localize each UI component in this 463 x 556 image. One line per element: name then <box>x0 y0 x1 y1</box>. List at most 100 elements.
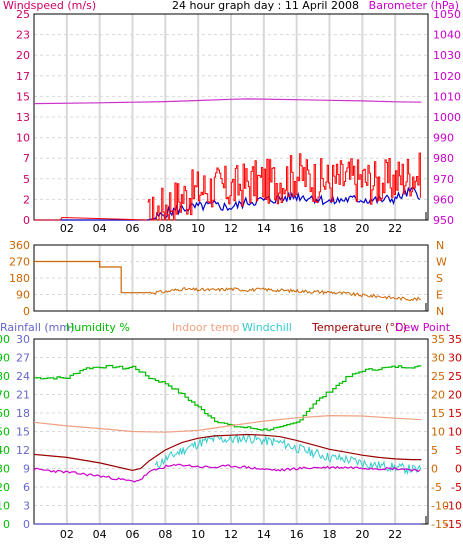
hour-tick-label: 02 <box>60 222 74 235</box>
rainfall-tick-label: 12 <box>16 444 30 457</box>
barometer-tick-label: 1010 <box>433 90 461 103</box>
wind-gust-line <box>147 152 421 221</box>
barometer-tick-label: 950 <box>433 214 454 227</box>
rainfall-tick-label: 9 <box>23 463 30 476</box>
rainfall-tick-label: 6 <box>23 481 30 494</box>
temperature-tick-label-right: 10 <box>448 426 462 439</box>
humidity-tick-label: 90 <box>0 352 10 365</box>
temperature-tick-label-right: -10 <box>444 500 462 513</box>
temperature-tick-label: 20 <box>431 389 445 402</box>
compass-label: N <box>436 305 444 318</box>
hour-tick-label: 04 <box>93 528 107 541</box>
temperature-tick-label-right: 15 <box>448 407 462 420</box>
direction-degree-label: 360 <box>9 239 30 252</box>
temperature-tick-label-right: 35 <box>448 333 462 346</box>
hour-tick-label: 16 <box>290 222 304 235</box>
windspeed-tick-label: 25 <box>16 8 30 21</box>
humidity-tick-label: 30 <box>0 463 10 476</box>
temperature-tick-label: 25 <box>431 370 445 383</box>
wind-plot-frame <box>33 13 429 221</box>
direction-degree-label: 0 <box>23 305 30 318</box>
humidity-tick-label: 0 <box>3 518 10 531</box>
barometer-tick-label: 1040 <box>433 29 461 42</box>
temperature-line <box>33 433 422 472</box>
legend-humidity: Humidity % <box>66 321 130 334</box>
rainfall-tick-label: 30 <box>16 333 30 346</box>
windspeed-tick-label: 17 <box>16 70 30 83</box>
hour-tick-label: 12 <box>224 528 238 541</box>
rainfall-tick-label: 0 <box>23 518 30 531</box>
temperature-tick-label: 5 <box>431 444 438 457</box>
legend-windchill: Windchill <box>242 321 292 334</box>
barometer-tick-label: 960 <box>433 193 454 206</box>
compass-label: S <box>436 272 443 285</box>
hour-tick-label: 20 <box>355 528 369 541</box>
legend-dew-point: Dew Point <box>395 321 451 334</box>
compass-label: E <box>436 289 443 302</box>
hour-tick-label: 16 <box>290 528 304 541</box>
humidity-tick-label: 50 <box>0 426 10 439</box>
legend-rainfall: Rainfall (mm) <box>0 321 75 334</box>
humidity-tick-label: 10 <box>0 500 10 513</box>
rainfall-tick-label: 18 <box>16 407 30 420</box>
windspeed-tick-label: 10 <box>16 132 30 145</box>
hour-tick-label: 22 <box>388 222 402 235</box>
hour-tick-label: 18 <box>323 222 337 235</box>
legend-temperature: Temperature (°C) <box>312 321 407 334</box>
hour-tick-label: 12 <box>224 222 238 235</box>
humidity-tick-label: 60 <box>0 407 10 420</box>
wind-gust-line <box>34 216 148 221</box>
barometer-tick-label: 1030 <box>433 49 461 62</box>
temperature-tick-label-right: -15 <box>444 518 462 531</box>
direction-degree-label: 90 <box>16 289 30 302</box>
windchill-line <box>155 433 422 475</box>
hour-tick-label: 20 <box>355 222 369 235</box>
windspeed-tick-label: 5 <box>23 173 30 186</box>
windspeed-tick-label: 13 <box>16 111 30 124</box>
barometer-tick-label: 990 <box>433 132 454 145</box>
windspeed-tick-label: 15 <box>16 90 30 103</box>
temperature-tick-label: 30 <box>431 352 445 365</box>
barometer-tick-label: 1000 <box>433 111 461 124</box>
temperature-tick-label-right: 20 <box>448 389 462 402</box>
temperature-tick-label: 15 <box>431 407 445 420</box>
direction-degree-label: 270 <box>9 256 30 269</box>
windspeed-tick-label: 20 <box>16 49 30 62</box>
rainfall-tick-label: 27 <box>16 352 30 365</box>
temperature-tick-label: -5 <box>431 481 442 494</box>
barometer-tick-label: 980 <box>433 152 454 165</box>
rainfall-tick-label: 24 <box>16 370 30 383</box>
barometer-tick-label: 970 <box>433 173 454 186</box>
temperature-tick-label: 10 <box>431 426 445 439</box>
hour-tick-label: 06 <box>126 528 140 541</box>
graph-title: 24 hour graph day : 11 April 2008 <box>172 0 359 12</box>
temperature-tick-label-right: 5 <box>455 444 462 457</box>
legend-indoor-temp: Indoor temp <box>172 321 240 334</box>
hour-tick-label: 04 <box>93 222 107 235</box>
hour-tick-label: 06 <box>126 222 140 235</box>
hour-tick-label: 14 <box>257 528 271 541</box>
hour-tick-label: 10 <box>191 222 205 235</box>
temperature-tick-label: -15 <box>431 518 449 531</box>
temperature-tick-label-right: -5 <box>451 481 462 494</box>
compass-label: W <box>436 256 447 269</box>
hour-tick-label: 14 <box>257 222 271 235</box>
windspeed-axis-title: Windspeed (m/s) <box>3 0 97 12</box>
wind-direction-line <box>148 286 421 302</box>
hour-tick-label: 10 <box>191 528 205 541</box>
windspeed-tick-label: 0 <box>23 214 30 227</box>
rainfall-tick-label: 21 <box>16 389 30 402</box>
direction-degree-label: 180 <box>9 272 30 285</box>
barometer-tick-label: 1020 <box>433 70 461 83</box>
humidity-line <box>34 364 422 431</box>
dew-point-line <box>33 463 421 483</box>
humidity-tick-label: 20 <box>0 481 10 494</box>
windspeed-tick-label: 7 <box>23 152 30 165</box>
rainfall-tick-label: 15 <box>16 426 30 439</box>
windspeed-tick-label: 23 <box>16 29 30 42</box>
wind-direction-line <box>34 260 149 294</box>
humidity-tick-label: 80 <box>0 370 10 383</box>
humidity-tick-label: 70 <box>0 389 10 402</box>
temperature-tick-label: 35 <box>431 333 445 346</box>
